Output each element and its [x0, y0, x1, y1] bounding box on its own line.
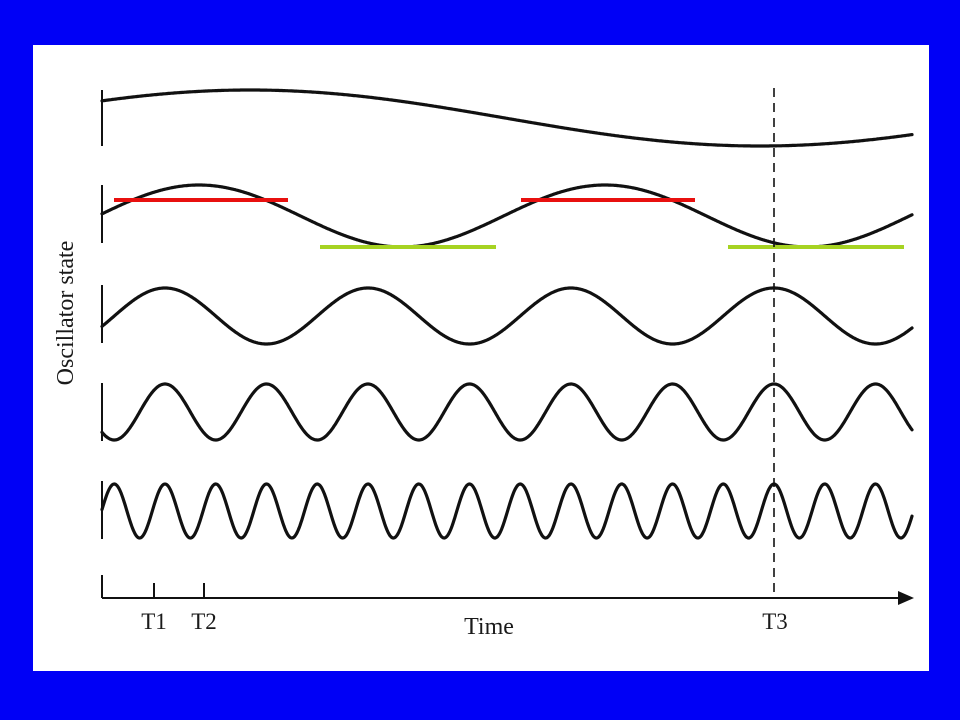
- y-axis-label: Oscillator state: [53, 241, 79, 386]
- time-axis: [101, 575, 914, 605]
- oscillator-trace-4: [100, 382, 914, 442]
- oscillator-trace-3: [100, 286, 914, 346]
- time-axis-arrowhead: [898, 591, 914, 605]
- t3-label: T3: [762, 609, 788, 634]
- oscillator-trace-fastest: [100, 482, 914, 540]
- oscillator-traces: [100, 88, 914, 540]
- oscillator-trace-2: [100, 183, 914, 249]
- t1-label: T1: [141, 609, 167, 634]
- t2-label: T2: [191, 609, 217, 634]
- x-axis-label: Time: [464, 614, 514, 640]
- oscillator-trace-slowest: [100, 88, 914, 148]
- diagram-panel: [33, 45, 929, 671]
- phase-markers: [114, 198, 904, 249]
